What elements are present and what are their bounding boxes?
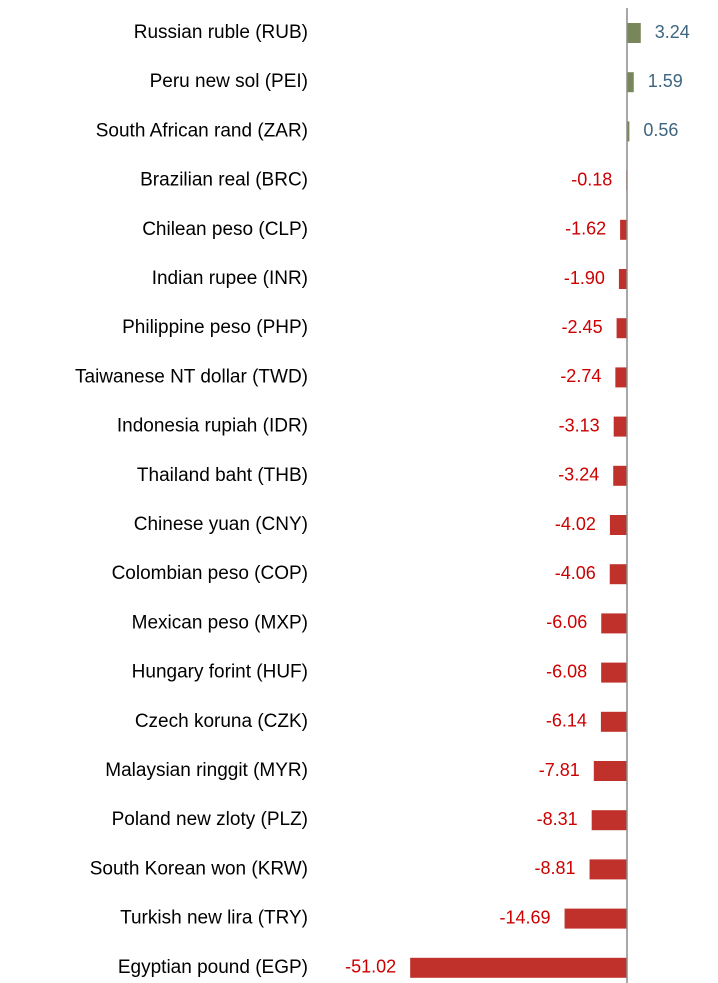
category-label: Egyptian pound (EGP) bbox=[118, 957, 308, 978]
value-label: -0.18 bbox=[571, 169, 612, 189]
value-label: -8.31 bbox=[537, 809, 578, 829]
bar bbox=[601, 613, 627, 634]
value-label: -7.81 bbox=[539, 760, 580, 780]
bar bbox=[410, 957, 627, 978]
value-label: 1.59 bbox=[648, 71, 683, 91]
value-label: -3.13 bbox=[559, 415, 600, 435]
bar bbox=[589, 859, 627, 880]
value-label: -6.06 bbox=[546, 612, 587, 632]
bar bbox=[591, 810, 627, 831]
category-label: Taiwanese NT dollar (TWD) bbox=[75, 366, 308, 387]
category-label: Thailand baht (THB) bbox=[137, 465, 308, 486]
value-label: -6.08 bbox=[546, 661, 587, 681]
bar bbox=[564, 908, 627, 929]
category-label: Indian rupee (INR) bbox=[152, 268, 308, 289]
bar bbox=[613, 416, 627, 437]
bar bbox=[593, 761, 627, 781]
bar bbox=[600, 711, 627, 732]
value-label: -14.69 bbox=[500, 907, 551, 927]
bar bbox=[627, 72, 634, 93]
bar bbox=[615, 367, 627, 388]
value-label: -1.62 bbox=[565, 219, 606, 239]
category-label: Chinese yuan (CNY) bbox=[134, 514, 308, 535]
category-label: Brazilian real (BRC) bbox=[140, 170, 308, 191]
value-label: 0.56 bbox=[643, 120, 678, 140]
value-label: -51.02 bbox=[345, 957, 396, 977]
category-label: Mexican peso (MXP) bbox=[132, 612, 308, 633]
value-label: -2.74 bbox=[560, 366, 601, 386]
value-label: -8.81 bbox=[535, 858, 576, 878]
value-label: -4.02 bbox=[555, 514, 596, 534]
category-label: Chilean peso (CLP) bbox=[142, 219, 308, 240]
value-label: -2.45 bbox=[562, 317, 603, 337]
category-label: Malaysian ringgit (MYR) bbox=[105, 760, 308, 781]
category-label: South Korean won (KRW) bbox=[90, 858, 308, 879]
category-label: Turkish new lira (TRY) bbox=[120, 908, 308, 929]
category-label: Peru new sol (PEI) bbox=[150, 71, 308, 92]
value-label: -3.24 bbox=[558, 465, 599, 485]
value-label: 3.24 bbox=[655, 22, 690, 42]
bar bbox=[627, 23, 641, 43]
bar bbox=[609, 515, 627, 535]
category-label: Philippine peso (PHP) bbox=[122, 317, 308, 338]
category-label: Czech koruna (CZK) bbox=[135, 711, 308, 732]
bar bbox=[609, 564, 627, 585]
category-label: South African rand (ZAR) bbox=[96, 120, 308, 141]
category-label: Colombian peso (COP) bbox=[112, 563, 308, 584]
value-label: -4.06 bbox=[555, 563, 596, 583]
category-label: Poland new zloty (PLZ) bbox=[112, 809, 308, 830]
category-label: Russian ruble (RUB) bbox=[134, 22, 308, 43]
value-label: -6.14 bbox=[546, 711, 587, 731]
bar bbox=[618, 269, 627, 289]
category-label: Indonesia rupiah (IDR) bbox=[117, 416, 308, 437]
category-label: Hungary forint (HUF) bbox=[132, 662, 308, 683]
bar bbox=[613, 465, 627, 486]
bar bbox=[627, 121, 630, 142]
bar bbox=[616, 318, 627, 339]
value-label: -1.90 bbox=[564, 268, 605, 288]
bar bbox=[620, 219, 627, 240]
bar bbox=[601, 662, 627, 683]
